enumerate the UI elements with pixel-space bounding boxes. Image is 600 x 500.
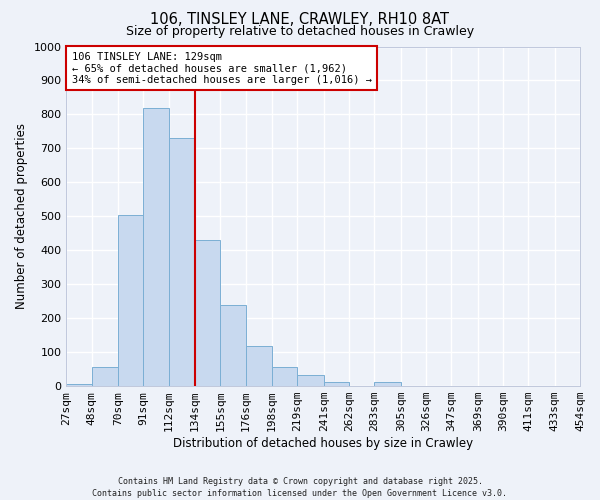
Bar	[245, 346, 272, 386]
Bar	[298, 375, 324, 386]
Bar	[324, 382, 349, 386]
Text: 106 TINSLEY LANE: 129sqm
← 65% of detached houses are smaller (1,962)
34% of sem: 106 TINSLEY LANE: 129sqm ← 65% of detach…	[71, 52, 371, 85]
Bar	[92, 368, 118, 386]
Text: Contains HM Land Registry data © Crown copyright and database right 2025.
Contai: Contains HM Land Registry data © Crown c…	[92, 476, 508, 498]
Bar	[220, 304, 245, 386]
Bar	[272, 368, 298, 386]
Bar	[374, 382, 401, 386]
X-axis label: Distribution of detached houses by size in Crawley: Distribution of detached houses by size …	[173, 437, 473, 450]
Y-axis label: Number of detached properties: Number of detached properties	[15, 124, 28, 310]
Bar	[195, 240, 220, 386]
Text: 106, TINSLEY LANE, CRAWLEY, RH10 8AT: 106, TINSLEY LANE, CRAWLEY, RH10 8AT	[151, 12, 449, 28]
Bar	[169, 138, 195, 386]
Bar	[118, 214, 143, 386]
Bar	[143, 108, 169, 386]
Text: Size of property relative to detached houses in Crawley: Size of property relative to detached ho…	[126, 25, 474, 38]
Bar	[67, 384, 92, 386]
